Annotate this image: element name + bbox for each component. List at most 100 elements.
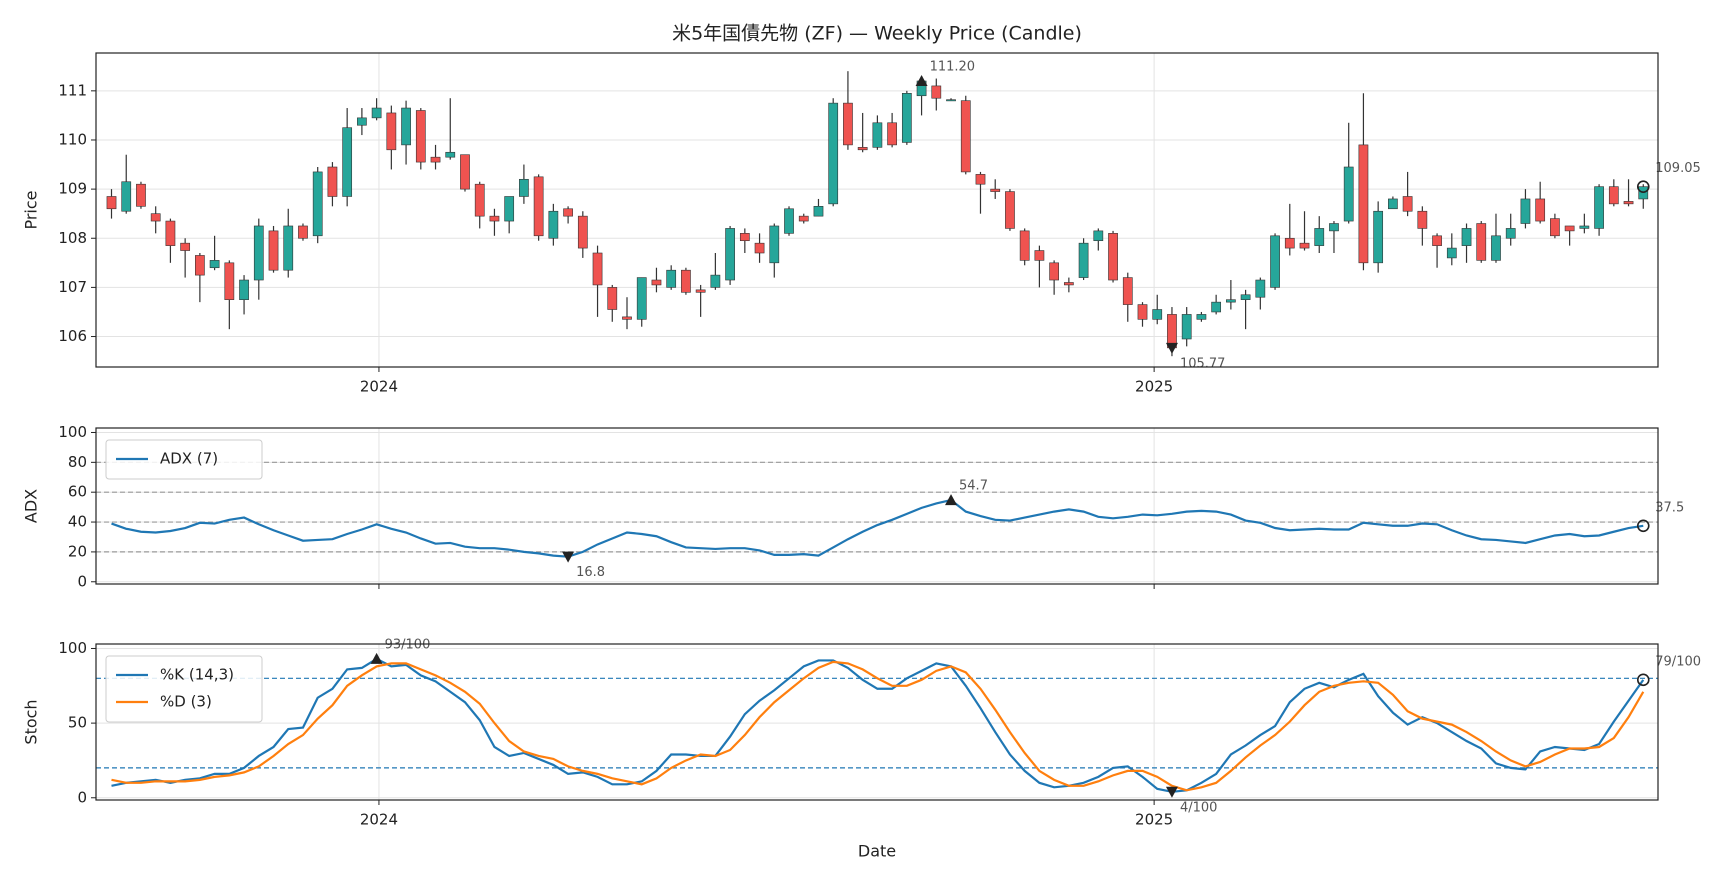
candle-body <box>357 117 367 126</box>
candle-body <box>887 122 897 146</box>
plot-frame <box>95 52 1659 368</box>
x-tick-label: 2024 <box>360 811 398 829</box>
y-tick-label: 106 <box>58 327 87 345</box>
candle-body <box>1226 299 1236 303</box>
annotation-marker <box>370 652 383 664</box>
candle-body <box>165 220 176 246</box>
candle-body <box>1623 201 1634 205</box>
candle-body <box>253 225 264 281</box>
y-tick-label: 100 <box>58 639 87 657</box>
candle-body <box>695 289 706 293</box>
candle-body <box>1329 223 1339 232</box>
candle-body <box>327 166 338 197</box>
candle-body <box>1373 210 1384 264</box>
y-tick-label: 0 <box>77 572 87 590</box>
candle-body <box>474 183 485 217</box>
annotation-label: 93/100 <box>385 637 431 652</box>
candle-body <box>739 233 750 242</box>
candle-body <box>872 122 883 148</box>
candle-body <box>1049 262 1059 281</box>
candle-body <box>1167 314 1177 349</box>
candle-body <box>150 213 161 222</box>
y-tick-label: 80 <box>68 453 87 471</box>
candle-body <box>828 102 839 205</box>
candle-body <box>386 112 397 151</box>
y-tick-label: 40 <box>68 513 87 531</box>
y-tick-label: 107 <box>58 278 87 296</box>
candle-body <box>1211 301 1222 313</box>
candle-body <box>1608 186 1619 205</box>
candle-body <box>1505 228 1516 239</box>
candle-body <box>607 287 618 310</box>
candle-body <box>533 176 544 237</box>
candle-body <box>681 269 691 293</box>
candle-body <box>784 208 794 234</box>
candle-body <box>710 274 721 288</box>
annotation-label: 105.77 <box>1180 356 1226 371</box>
series-line <box>111 660 1645 792</box>
candle-body <box>563 208 573 217</box>
candle-body <box>1240 294 1251 300</box>
candle-body <box>1520 198 1531 224</box>
candle-body <box>651 279 662 286</box>
annotation-label: 79/100 <box>1655 654 1701 669</box>
x-axis-label: Date <box>858 842 896 861</box>
legend-label: ADX (7) <box>160 450 218 468</box>
candle-body <box>798 215 809 222</box>
y-tick-label: 100 <box>58 423 87 441</box>
candle-body <box>636 277 647 320</box>
legend-label: %K (14,3) <box>160 666 234 684</box>
candle-body <box>1093 230 1104 242</box>
candle-body <box>769 225 780 264</box>
candle-body <box>1019 230 1030 261</box>
y-tick-label: 111 <box>58 81 87 99</box>
annotation-label: 4/100 <box>1180 800 1217 815</box>
candle-body <box>1063 282 1074 286</box>
candle-body <box>1005 191 1015 229</box>
candle-body <box>1108 233 1118 281</box>
candle-body <box>1270 235 1280 288</box>
y-tick-label: 108 <box>58 229 87 247</box>
series-line <box>111 657 1645 793</box>
annotation-marker <box>1165 786 1178 798</box>
annotation-marker <box>1165 342 1178 354</box>
candle-body <box>1314 228 1325 246</box>
candle-body <box>1255 279 1266 298</box>
candle-body <box>1402 196 1413 212</box>
candle-body <box>460 154 470 190</box>
candle-body <box>990 188 1001 192</box>
annotation-marker <box>945 494 958 506</box>
candle-body <box>1461 228 1472 246</box>
candle-body <box>1122 277 1133 305</box>
candle-body <box>1491 235 1501 261</box>
x-tick-label: 2025 <box>1135 811 1173 829</box>
annotation-label: 16.8 <box>576 565 605 580</box>
candle-body <box>592 252 603 286</box>
annotation-marker <box>1636 519 1650 533</box>
annotation-label: 111.20 <box>930 60 976 75</box>
candle-body <box>1078 242 1089 278</box>
candle-body <box>1388 198 1398 210</box>
y-tick-label: 20 <box>68 542 87 560</box>
candle-body <box>1034 250 1045 261</box>
plot-frame <box>95 643 1659 801</box>
candle-body <box>519 178 529 197</box>
candle-body <box>298 225 308 239</box>
candle-body <box>136 183 146 207</box>
candle-body <box>195 255 205 276</box>
y-axis-label: Stoch <box>22 699 41 744</box>
candle-body <box>371 107 382 119</box>
y-tick-label: 60 <box>68 483 87 501</box>
y-axis-label: Price <box>22 190 41 229</box>
candle-body <box>489 215 500 222</box>
candle-body <box>312 171 323 237</box>
candle-body <box>622 316 632 320</box>
candle-body <box>857 147 868 151</box>
candle-body <box>342 127 353 197</box>
candle-body <box>1181 314 1192 340</box>
candle-body <box>224 262 235 300</box>
candle-body <box>1594 186 1604 229</box>
candle-body <box>283 225 294 271</box>
